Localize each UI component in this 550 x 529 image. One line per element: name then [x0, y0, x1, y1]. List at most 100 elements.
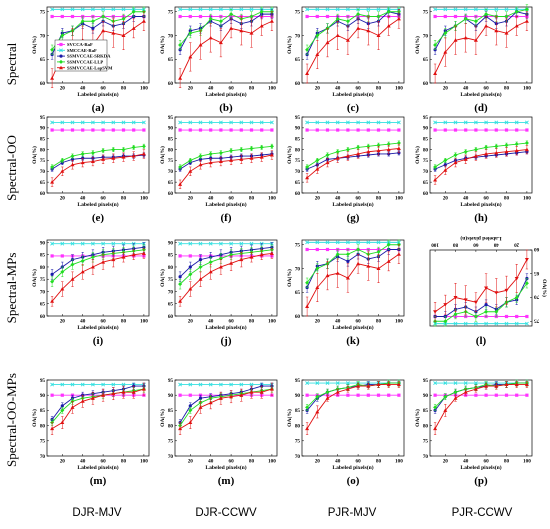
x-tick-label: 80 — [249, 319, 255, 325]
data-point — [50, 254, 54, 258]
data-point — [218, 7, 223, 12]
data-point — [198, 382, 203, 387]
panel-letter: (o) — [347, 475, 360, 487]
data-point — [315, 14, 319, 19]
data-point — [473, 321, 478, 326]
data-point — [366, 393, 370, 397]
y-tick-label: 65 — [40, 180, 46, 186]
data-point — [111, 391, 116, 396]
data-point — [453, 7, 458, 12]
legend-marker — [59, 59, 63, 64]
series-ssmvccae-lapsvm — [305, 143, 401, 183]
y-tick-label: 70 — [295, 266, 301, 272]
y-axis-label: OA(%) — [286, 269, 293, 287]
data-point — [345, 381, 350, 385]
data-point — [376, 128, 381, 132]
data-point — [356, 384, 361, 388]
data-point — [335, 252, 340, 257]
data-point — [443, 408, 448, 412]
data-point — [524, 258, 529, 262]
x-tick-label: 20 — [188, 459, 194, 465]
chart-panel: 60 65 70 75 20 40 60 80 100 Labeled pixels(n) OA(%… — [286, 6, 405, 114]
data-point — [504, 14, 509, 19]
x-tick-label: 40 — [335, 319, 341, 325]
data-point — [50, 241, 55, 246]
data-point — [484, 286, 489, 290]
y-tick-label: 85 — [295, 408, 301, 414]
series-ssmvccae-llp — [178, 6, 274, 50]
x-tick-label: 100 — [523, 86, 531, 92]
data-point — [188, 420, 193, 425]
data-point — [50, 7, 55, 12]
x-tick-label: 60 — [229, 319, 235, 325]
data-point — [356, 261, 361, 266]
data-point — [80, 7, 85, 12]
x-tick-label: 100 — [431, 242, 439, 248]
x-axis-label: Labeled pixels(n) — [77, 324, 118, 331]
data-point — [366, 128, 370, 132]
data-point — [366, 240, 371, 245]
data-point — [188, 241, 193, 246]
x-tick-label: 100 — [140, 196, 148, 202]
data-point — [335, 149, 340, 154]
chart-panel-body: 60 65 70 75 80 85 90 95 20 40 60 80 100 Labeled pixel… — [31, 115, 150, 208]
x-axis-label: Labeled pixels(n) — [332, 324, 373, 331]
x-tick-label: 80 — [504, 196, 510, 202]
data-point — [433, 177, 438, 182]
data-point — [386, 24, 391, 28]
data-point — [525, 128, 529, 132]
data-point — [473, 154, 478, 158]
data-point — [178, 282, 183, 287]
data-point — [188, 14, 192, 19]
data-point — [111, 257, 116, 262]
data-point — [121, 255, 126, 259]
plot-frame — [301, 6, 405, 84]
data-point — [453, 381, 458, 385]
series-line — [51, 145, 144, 168]
data-point — [70, 241, 75, 246]
data-point — [514, 142, 519, 147]
chart-panel-body: 70 75 80 85 90 95 20 40 60 80 100 Labeled pixels(n)… — [286, 378, 405, 471]
y-tick-label: 65 — [295, 180, 301, 186]
data-point — [188, 393, 192, 397]
legend-entry: SSMVCCAE-LLP — [67, 60, 103, 65]
data-point — [269, 251, 274, 255]
y-tick-label: 70 — [40, 33, 46, 39]
chart-panel: 60 65 70 75 80 85 90 95 20 40 60 80 100 Labeled pixel… — [159, 115, 278, 224]
data-point — [80, 241, 85, 246]
data-point — [60, 7, 65, 12]
data-point — [229, 120, 234, 125]
data-point — [188, 54, 193, 59]
data-point — [50, 426, 55, 431]
data-point — [473, 387, 478, 391]
series-line — [179, 249, 272, 285]
data-point — [366, 149, 371, 154]
y-tick-label: 65 — [295, 57, 301, 63]
data-point — [90, 396, 95, 400]
data-point — [315, 52, 320, 56]
y-tick-label: 70 — [168, 454, 174, 460]
plot-frame — [429, 249, 533, 327]
data-point — [504, 143, 509, 148]
data-point — [249, 14, 254, 19]
data-point — [356, 145, 361, 150]
x-tick-label: 100 — [523, 459, 531, 465]
data-point — [325, 120, 330, 125]
data-point — [270, 128, 274, 132]
y-tick-label: 75 — [40, 10, 46, 16]
data-point — [70, 128, 75, 132]
data-point — [315, 247, 319, 252]
data-point — [524, 120, 529, 125]
data-point — [443, 158, 448, 163]
data-point — [376, 240, 381, 245]
data-point — [325, 381, 330, 385]
x-tick-label: 40 — [80, 319, 86, 325]
panel-letter: (l) — [476, 335, 487, 347]
data-point — [473, 120, 478, 125]
data-point — [473, 381, 478, 385]
data-point — [473, 314, 478, 319]
data-point — [484, 151, 489, 156]
data-point — [188, 408, 193, 413]
data-point — [188, 404, 192, 408]
series-smccae-raf — [433, 120, 529, 125]
